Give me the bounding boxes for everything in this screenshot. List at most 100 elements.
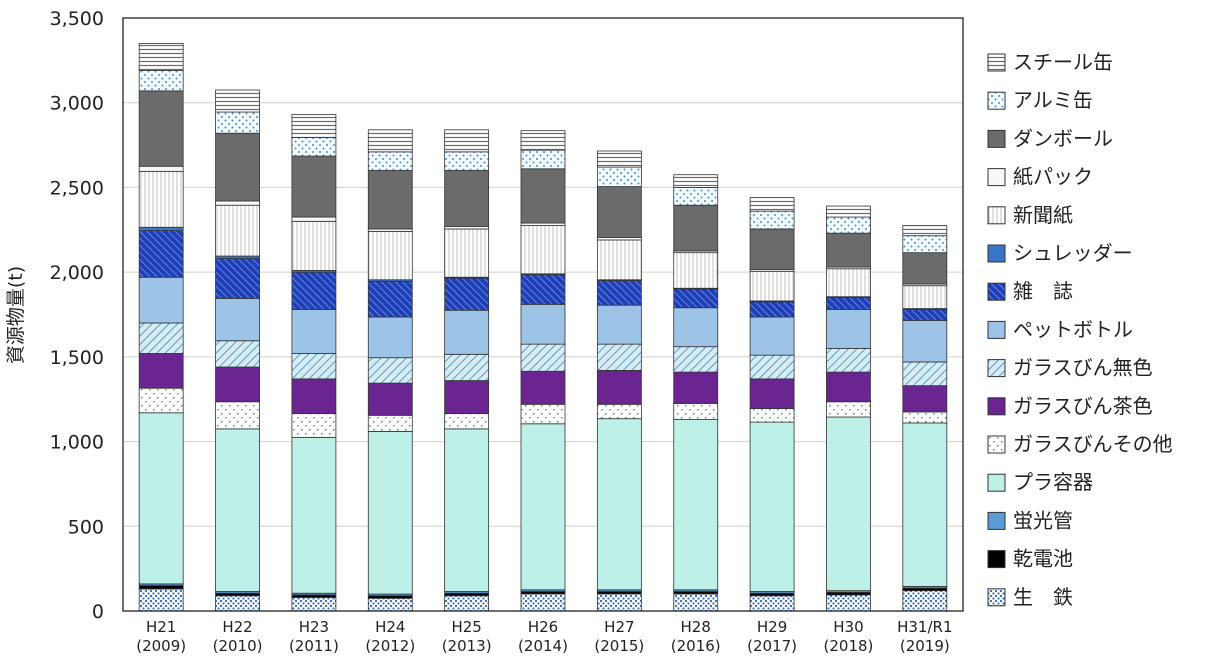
bar-segment [902, 422, 948, 587]
bar-segment [596, 166, 642, 187]
bar-segment [215, 366, 260, 403]
x-tick-label: H26 [528, 618, 558, 636]
bar-stack [138, 43, 184, 612]
y-tick-label: 1,500 [50, 347, 104, 369]
bar-segment [291, 137, 337, 157]
legend-label: 新聞紙 [1013, 203, 1073, 227]
bar-segment [520, 274, 566, 305]
x-tick-label: H30 [833, 618, 863, 636]
legend-label: ガラスびん無色 [1013, 356, 1153, 380]
bar-segment [902, 320, 948, 363]
bar-segment [367, 597, 413, 612]
legend-swatch [987, 359, 1006, 378]
bar-segment [673, 288, 719, 309]
x-tick-year: (2017) [747, 637, 797, 655]
bar-segment [444, 170, 490, 227]
bar-stack [902, 225, 948, 612]
bar-segment [444, 129, 490, 153]
bar-segment [138, 276, 184, 324]
bar-segment [673, 346, 719, 373]
bar-segment [444, 595, 490, 612]
bar-segment [596, 280, 642, 306]
legend-label: シュレッダー [1013, 241, 1133, 265]
bar-segment [215, 401, 260, 430]
bar-segment [215, 132, 260, 202]
legend-item: アルミ缶 [987, 88, 1093, 112]
bar-segment [215, 428, 260, 592]
bar-segment [520, 130, 566, 151]
x-tick-label: H22 [222, 618, 252, 636]
x-tick-year: (2018) [824, 637, 874, 655]
legend-item: ガラスびんその他 [987, 432, 1173, 456]
legend-swatch [987, 282, 1006, 301]
y-tick-label: 0 [92, 601, 104, 623]
bar-segment [749, 421, 795, 592]
legend-swatch [987, 53, 1006, 72]
bar-segment [291, 436, 337, 594]
legend-item: ガラスびん無色 [987, 356, 1153, 380]
bar-segment [520, 225, 566, 275]
bar-segment [826, 216, 871, 234]
bar-segment [902, 252, 948, 285]
bar-segment [520, 343, 566, 372]
x-tick-label: H29 [757, 618, 787, 636]
bar-segment [367, 316, 413, 359]
legend-item: スチール缶 [987, 50, 1113, 74]
bar-segment [902, 225, 948, 237]
bar-segment [673, 252, 719, 289]
bar-stack [444, 129, 490, 612]
x-axis-ticks: H21(2009)H22(2010)H23(2011)H24(2012)H25(… [136, 618, 952, 655]
bar-stack [826, 205, 871, 612]
bar-segment [673, 187, 719, 206]
legend-item: 生 鉄 [987, 585, 1073, 609]
legend-swatch [987, 129, 1006, 148]
bar-segment [444, 277, 490, 311]
bar-stack [291, 114, 337, 612]
bar-segment [520, 303, 566, 345]
bar-segment [826, 416, 871, 592]
legend-label: ペットボトル [1013, 317, 1133, 341]
bar-segment [902, 235, 948, 254]
bar-segment [673, 307, 719, 348]
bar-segment [826, 347, 871, 373]
legend-label: アルミ缶 [1013, 88, 1093, 112]
bar-segment [826, 268, 871, 298]
bar-stack [749, 197, 795, 612]
bar-segment [291, 155, 337, 218]
legend-item: 雑 誌 [987, 279, 1073, 303]
bar-segment [902, 309, 948, 321]
bar-segment [367, 414, 413, 432]
bar-segment [826, 297, 871, 310]
bar-segment [367, 231, 413, 281]
bar-segment [520, 403, 566, 425]
legend-item: ダンボール [987, 126, 1113, 150]
y-tick-label: 1,000 [50, 432, 104, 454]
bar-segment [138, 90, 184, 167]
bar-segment [444, 151, 490, 171]
legend-item: 紙パック [987, 165, 1093, 189]
legend-item: 新聞紙 [987, 203, 1073, 227]
bar-segment [444, 428, 490, 592]
bar-segment [826, 205, 871, 218]
bar-segment [215, 204, 260, 257]
y-tick-label: 2,500 [50, 177, 104, 199]
bar-segment [138, 322, 184, 354]
bar-segment [367, 281, 413, 318]
legend-item: プラ容器 [987, 470, 1093, 494]
bar-segment [596, 593, 642, 612]
bar-segment [673, 371, 719, 404]
bar-segment [138, 585, 184, 590]
bar-segment [673, 593, 719, 612]
legend-swatch [987, 397, 1006, 416]
bar-segment [444, 309, 490, 355]
x-tick-year: (2010) [213, 637, 263, 655]
legend-swatch [987, 320, 1006, 339]
bar-segment [520, 168, 566, 224]
bar-segment [138, 43, 184, 71]
bar-segment [673, 403, 719, 420]
bar-segment [902, 361, 948, 387]
bar-segment [291, 413, 337, 438]
legend-item: ガラスびん茶色 [987, 394, 1153, 418]
bar-segment [749, 354, 795, 380]
